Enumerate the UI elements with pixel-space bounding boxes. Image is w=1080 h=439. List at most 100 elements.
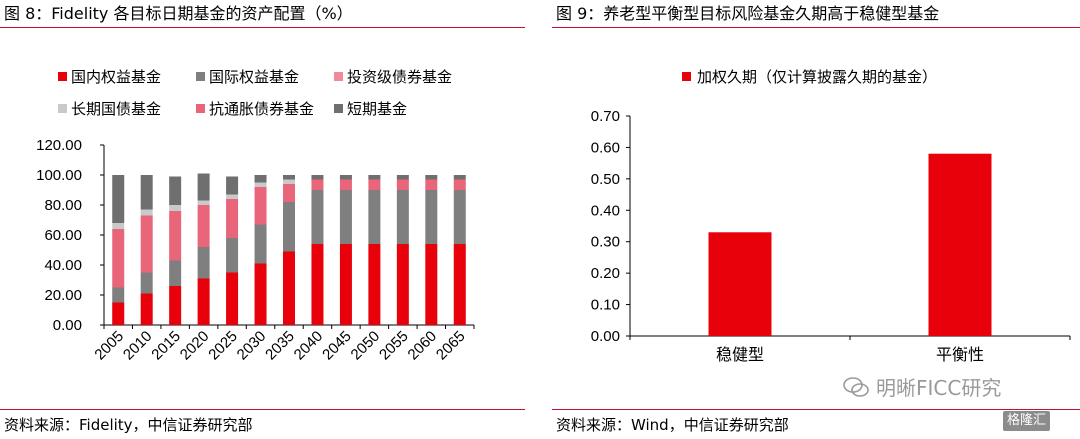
bar-segment (226, 199, 239, 238)
bar-segment (254, 224, 267, 264)
bar-segment (197, 278, 210, 325)
left-source-rule (0, 409, 525, 410)
bar-segment (425, 190, 438, 244)
legend-label: 投资级债券基金 (347, 68, 452, 86)
legend-swatch (196, 104, 205, 113)
y-tick-label: 0.10 (591, 297, 620, 314)
x-tick-label: 2005 (91, 328, 127, 364)
bar (708, 232, 772, 336)
bar-segment (368, 190, 381, 244)
bar-segment (425, 179, 438, 190)
x-tick-label: 2055 (376, 328, 412, 364)
bar-segment (197, 205, 210, 247)
x-tick-label: 平衡性 (936, 345, 984, 364)
bar-segment (226, 194, 239, 199)
bar-segment (425, 244, 438, 325)
x-tick-label: 2030 (234, 328, 270, 364)
bar-segment (339, 179, 352, 190)
x-tick-label: 2020 (177, 328, 213, 364)
bar-segment (197, 173, 210, 201)
right-source-rule (552, 409, 1080, 410)
bar-segment (169, 260, 182, 286)
x-tick-label: 2040 (291, 328, 327, 364)
right-bar-chart: 加权久期（仅计算披露久期的基金） 0.00 0.10 0.20 0.30 0.40 0.50… (591, 68, 1071, 364)
bar-segment (254, 263, 267, 325)
bar-segment (453, 179, 466, 190)
source-badge: 格隆汇 (1003, 411, 1051, 431)
bar-segment (140, 272, 153, 294)
legend-swatch (682, 72, 691, 81)
y-tick-label: 100.00 (36, 167, 82, 184)
legend-label: 加权久期（仅计算披露久期的基金） (697, 68, 937, 86)
y-tick-label: 80.00 (44, 197, 82, 214)
y-tick-label: 60.00 (44, 227, 82, 244)
bar-segment (339, 190, 352, 244)
right-title-rule (552, 27, 1080, 28)
watermark-text: 明晰FICC研究 (876, 376, 1002, 400)
left-figure-title: 图 8：Fidelity 各目标日期基金的资产配置（%） (4, 4, 353, 23)
bar-segment (396, 190, 409, 244)
y-tick-label: 0.00 (53, 317, 82, 334)
y-tick-label: 0.60 (591, 139, 620, 156)
x-tick-label: 2035 (262, 328, 298, 364)
bar-segment (283, 251, 295, 325)
bar-segment (283, 184, 295, 202)
watermark: 明晰FICC研究 (842, 372, 1001, 401)
bar-segment (169, 286, 182, 325)
bar-segment (396, 244, 409, 325)
bar-segment (453, 175, 466, 180)
bar-segment (197, 247, 210, 279)
x-tick-label: 2050 (348, 328, 384, 364)
x-tick-label: 2025 (205, 328, 241, 364)
y-tick-label: 0.20 (591, 265, 620, 282)
wechat-icon (843, 376, 869, 397)
bar-segment (197, 200, 210, 205)
bar-segment (112, 223, 125, 229)
bar-segment (396, 175, 409, 180)
x-tick-label: 2045 (319, 328, 355, 364)
y-tick-label: 0.70 (591, 108, 620, 125)
bar-segment (311, 244, 324, 325)
bar-segment (254, 175, 267, 183)
x-tick-label: 2010 (120, 328, 156, 364)
legend-swatch (334, 72, 343, 81)
bar-segment (169, 211, 182, 261)
bar-segment (140, 209, 153, 216)
y-tick-label: 40.00 (44, 257, 82, 274)
y-tick-label: 20.00 (44, 287, 82, 304)
bar-segment (226, 238, 239, 273)
bar-segment (368, 244, 381, 325)
bar-segment (283, 179, 295, 184)
legend-label: 长期国债基金 (71, 100, 161, 118)
bar-segment (112, 175, 125, 223)
bar-segment (112, 287, 125, 303)
left-source: 资料来源：Fidelity，中信证券研究部 (4, 416, 253, 434)
bar-segment (283, 202, 295, 252)
right-figure: 图 9：养老型平衡型目标风险基金久期高于稳健型基金 加权久期（仅计算披露久期的基… (552, 0, 1080, 439)
x-tick-label: 2060 (405, 328, 441, 364)
bar-segment (169, 176, 182, 205)
right-figure-title: 图 9：养老型平衡型目标风险基金久期高于稳健型基金 (556, 4, 940, 23)
bar-segment (226, 176, 239, 195)
y-tick-label: 0.40 (591, 202, 620, 219)
bar-segment (396, 179, 409, 190)
x-tick-label: 稳健型 (716, 345, 764, 364)
bar-segment (226, 272, 239, 325)
bar-segment (425, 175, 438, 180)
bar (928, 153, 992, 336)
y-tick-label: 0.30 (591, 234, 620, 251)
bar-segment (112, 229, 125, 288)
x-tick-label: 2015 (148, 328, 184, 364)
bar-segment (169, 205, 182, 211)
right-source: 资料来源：Wind，中信证券研究部 (556, 416, 789, 434)
bar-segment (140, 175, 153, 210)
bar-segment (368, 175, 381, 180)
bar-segment (254, 182, 267, 187)
bar-segment (311, 179, 324, 190)
legend-swatch (58, 72, 67, 81)
legend-swatch (58, 104, 67, 113)
bar-segment (339, 175, 352, 180)
bar-segment (368, 179, 381, 190)
bar-segment (453, 190, 466, 244)
